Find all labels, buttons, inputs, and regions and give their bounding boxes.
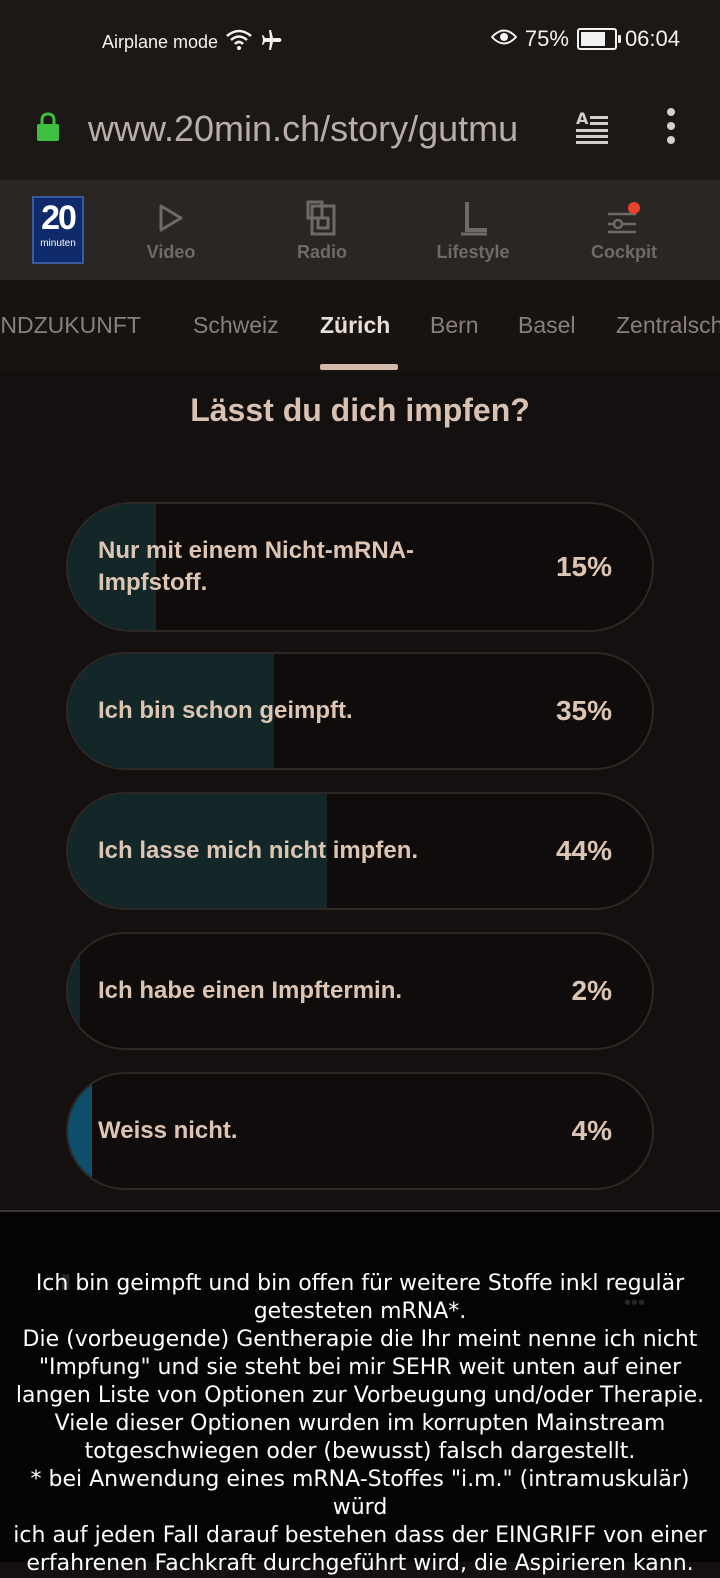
poll-option[interactable]: Ich habe einen Impftermin. 2% (66, 932, 654, 1050)
comment-line: langen Liste von Optionen zur Vorbeugung… (15, 1383, 705, 1408)
clock: 06:04 (624, 26, 680, 51)
poll-option[interactable]: Ich bin schon geimpft. 35% (66, 652, 654, 770)
status-right: 75% 06:04 (490, 26, 680, 52)
poll-result-bar (68, 654, 274, 768)
comment-text: Ich bin geimpft und bin offen für weiter… (0, 1270, 720, 1578)
tab-basel[interactable]: Basel (518, 312, 576, 338)
eye-icon (490, 26, 518, 52)
nav-item-video[interactable]: Video (116, 200, 226, 263)
svg-text:A: A (576, 110, 589, 128)
airplane-mode-label: Airplane mode (102, 32, 219, 52)
poll-option-label: Nur mit einem Nicht-mRNA-Impfstoff. (98, 537, 415, 596)
nav-label-cockpit: Cockpit (590, 242, 657, 262)
poll-option-percent: 35% (555, 695, 612, 726)
airplane-icon (260, 28, 284, 57)
tab-zentralschweiz[interactable]: Zentralschweiz (616, 312, 720, 338)
status-bar: Airplane mode 75% 06:04 (0, 0, 720, 84)
nav-item-radio[interactable]: Radio (267, 200, 377, 263)
poll-result-bar (68, 794, 327, 908)
comment-line: Viele dieser Optionen wurden im korrupte… (54, 1411, 666, 1436)
url-field[interactable]: www.20min.ch/story/gutmu (88, 108, 519, 149)
nav-label-radio: Radio (296, 242, 347, 262)
wifi-icon (226, 29, 252, 56)
ghost-more-icon: ••• (624, 1292, 646, 1314)
nav-label-video: Video (146, 242, 196, 262)
poll-result-bar (68, 504, 157, 630)
poll-option-label: Ich habe einen Impftermin. (98, 977, 403, 1004)
poll-option-label: Weiss nicht. (98, 1117, 238, 1144)
nav-item-cockpit[interactable]: Cockpit (569, 200, 679, 263)
comment-line: ich auf jeden Fall darauf bestehen dass … (13, 1523, 707, 1548)
tab-indzukunft[interactable]: INDZUKUNFT (0, 312, 141, 338)
lock-icon (36, 112, 60, 147)
poll-result-bar (68, 934, 80, 1048)
browser-url-bar: www.20min.ch/story/gutmu A (0, 84, 720, 180)
comment-line: erfahrenen Fachkraft durchgeführt wird, … (26, 1551, 694, 1576)
nav-item-lifestyle[interactable]: Lifestyle (418, 200, 528, 263)
active-tab-indicator (320, 364, 398, 370)
status-left: Airplane mode (102, 28, 284, 57)
comment-line: "Impfung" und sie steht bei mir SEHR wei… (38, 1355, 682, 1380)
poll-option[interactable]: Nur mit einem Nicht-mRNA-Impfstoff. 15% (66, 502, 654, 632)
radio-icon (267, 200, 377, 236)
poll-option-percent: 4% (571, 1115, 612, 1146)
logo-number: 20 (41, 199, 77, 237)
poll-option[interactable]: Ich lasse mich nicht impfen. 44% (66, 792, 654, 910)
poll-option-percent: 44% (555, 835, 612, 866)
battery-percent: 75% (524, 26, 569, 51)
20-minuten-logo[interactable]: 20 minuten (32, 196, 84, 264)
poll-option-percent: 15% (555, 551, 612, 582)
ghost-toolbar-icon: ▮ (60, 1270, 72, 1292)
comment-line: getesteten mRNA*. (253, 1299, 467, 1324)
comment-line: Ich bin geimpft und bin offen für weiter… (35, 1271, 685, 1296)
poll-option[interactable]: Weiss nicht. 4% (66, 1072, 654, 1190)
poll-option-label: Ich bin schon geimpft. (98, 697, 353, 724)
category-tabs: INDZUKUNFT Schweiz Zürich Bern Basel Zen… (0, 280, 720, 372)
play-icon (116, 200, 226, 236)
poll-result-bar (68, 1074, 92, 1188)
nav-label-lifestyle: Lifestyle (436, 242, 510, 262)
bottom-overlay: ▮ ••• (0, 1210, 720, 1562)
poll-option-percent: 2% (571, 975, 612, 1006)
logo-word: minuten (40, 238, 76, 249)
sliders-icon (569, 200, 679, 236)
reader-mode-icon[interactable]: A (576, 109, 610, 151)
tab-bern[interactable]: Bern (430, 312, 479, 338)
tab-schweiz[interactable]: Schweiz (193, 312, 279, 338)
poll-question: Lässt du dich impfen? (190, 392, 530, 428)
battery-icon (576, 28, 621, 50)
more-options-icon[interactable] (664, 108, 678, 148)
tab-zuerich[interactable]: Zürich (320, 312, 391, 338)
comment-line: Die (vorbeugende) Gentherapie die Ihr me… (22, 1327, 698, 1352)
lifestyle-icon (418, 200, 528, 236)
poll-option-label: Ich lasse mich nicht impfen. (98, 837, 419, 864)
app-navigation: 20 minuten Video Radio Lifestyle Cockpit (0, 180, 720, 280)
comment-line: * bei Anwendung eines mRNA-Stoffes "i.m.… (30, 1467, 690, 1520)
comment-line: totgeschwiegen oder (bewusst) falsch dar… (84, 1439, 636, 1464)
